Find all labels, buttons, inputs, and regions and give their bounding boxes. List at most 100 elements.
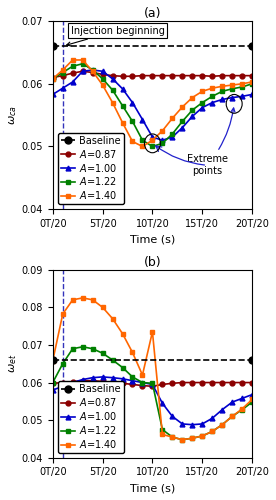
$A$=1.22 [71,63,74,69]
$A$=1.22 [181,118,184,124]
$A$=1.22 [121,102,124,108]
$A$=0.87 [111,72,114,78]
$A$=1.22 [101,350,104,356]
$A$=1.00 [211,100,214,105]
$A$=1.40 [111,100,114,105]
$A$=1.22 [71,346,74,352]
$A$=1.00 [71,380,74,386]
$A$=1.22 [240,84,244,90]
$A$=1.40 [91,297,94,303]
$A$=1.22 [171,131,174,137]
$A$=1.22 [61,361,64,367]
$A$=1.22 [81,60,84,66]
$A$=0.87 [121,74,124,80]
$A$=1.22 [240,406,244,412]
$A$=0.87 [191,380,194,386]
$A$=1.00 [141,116,144,122]
$A$=1.40 [81,295,84,301]
$A$=1.22 [191,435,194,441]
$A$=1.40 [221,84,224,89]
$A$=0.87 [161,382,164,388]
$A$=0.87 [191,72,194,78]
$A$=1.00 [131,100,134,105]
$A$=1.40 [111,316,114,322]
$A$=0.87 [71,70,74,76]
Line: $A$=1.40: $A$=1.40 [50,58,254,149]
$A$=0.87 [181,380,184,386]
$A$=0.87 [230,72,234,78]
$A$=1.22 [221,422,224,428]
$A$=1.22 [151,144,154,150]
$A$=1.00 [191,114,194,119]
$A$=1.40 [171,434,174,440]
$A$=0.87 [131,382,134,388]
$A$=1.00 [171,414,174,420]
$A$=1.22 [211,428,214,434]
$A$=1.40 [250,79,254,85]
$A$=0.87 [181,72,184,78]
$A$=1.00 [230,94,234,100]
$A$=0.87 [61,380,64,386]
$A$=1.40 [191,94,194,100]
$A$=1.40 [141,144,144,150]
$A$=0.87 [121,380,124,386]
Line: $A$=1.00: $A$=1.00 [50,374,254,427]
$A$=1.22 [91,67,94,73]
$A$=1.22 [161,140,164,146]
$A$=1.00 [121,86,124,92]
$A$=1.00 [51,387,54,393]
$A$=0.87 [240,380,244,386]
$A$=1.22 [141,137,144,143]
$A$=1.40 [201,433,204,439]
$A$=1.00 [91,67,94,73]
$A$=1.40 [211,85,214,91]
$A$=1.40 [230,82,234,88]
$A$=1.00 [240,94,244,100]
$A$=1.00 [201,104,204,110]
Legend: Baseline, $A$=0.87, $A$=1.00, $A$=1.22, $A$=1.40: Baseline, $A$=0.87, $A$=1.00, $A$=1.22, … [58,132,124,204]
$A$=0.87 [131,74,134,80]
Line: $A$=1.40: $A$=1.40 [50,296,254,442]
$A$=1.22 [221,88,224,94]
$A$=1.22 [171,434,174,440]
$A$=1.00 [171,134,174,140]
$A$=1.40 [51,358,54,364]
$A$=1.00 [161,400,164,406]
$A$=1.22 [201,433,204,439]
$A$=1.22 [141,380,144,386]
$A$=0.87 [240,72,244,78]
$A$=1.22 [191,107,194,113]
Line: $A$=1.22: $A$=1.22 [50,62,254,149]
$A$=0.87 [91,70,94,75]
Title: (b): (b) [144,256,161,268]
Y-axis label: $\omega_{ca}$: $\omega_{ca}$ [7,105,19,125]
$A$=1.00 [161,137,164,143]
$A$=1.40 [181,104,184,110]
$A$=1.00 [151,134,154,140]
$A$=0.87 [101,378,104,384]
$A$=1.00 [221,406,224,412]
$A$=1.00 [61,384,64,390]
$A$=1.00 [101,374,104,380]
$A$=1.40 [71,57,74,63]
$A$=1.40 [171,116,174,121]
$A$=1.00 [131,378,134,384]
$A$=1.40 [151,137,154,143]
$A$=1.22 [101,76,104,82]
$A$=1.40 [161,128,164,134]
$A$=1.22 [230,414,234,420]
$A$=1.00 [141,380,144,386]
$A$=1.40 [131,350,134,356]
$A$=0.87 [151,384,154,390]
$A$=0.87 [250,380,254,386]
X-axis label: Time (s): Time (s) [130,234,175,244]
$A$=0.87 [101,72,104,78]
$A$=1.40 [51,76,54,82]
$A$=0.87 [51,380,54,386]
$A$=0.87 [91,378,94,384]
$A$=1.40 [91,68,94,74]
Legend: Baseline, $A$=0.87, $A$=1.00, $A$=1.22, $A$=1.40: Baseline, $A$=0.87, $A$=1.00, $A$=1.22, … [58,382,124,453]
$A$=1.40 [71,297,74,303]
$A$=1.40 [141,372,144,378]
$A$=1.22 [111,357,114,363]
